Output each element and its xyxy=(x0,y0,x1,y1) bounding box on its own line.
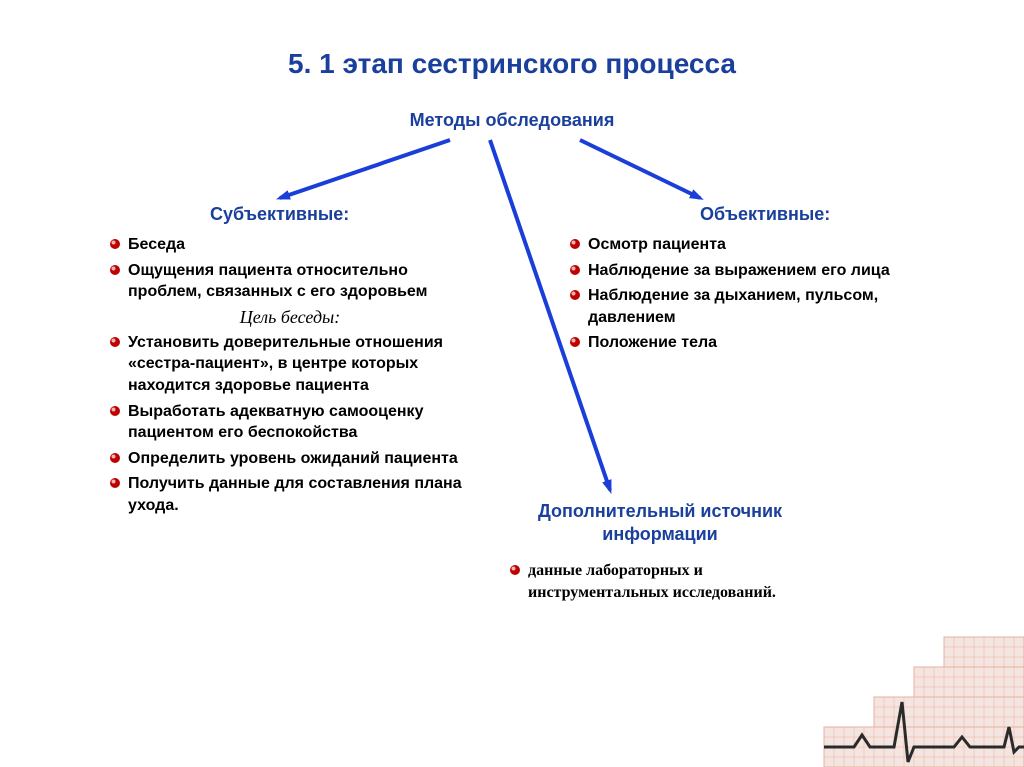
additional-item-row: данные лабораторных и инструментальных и… xyxy=(510,560,810,603)
subjective-goals: Установить доверительные отношения «сест… xyxy=(110,332,470,517)
subjective-item-text: Беседа xyxy=(128,234,470,256)
objective-item-text: Наблюдение за дыханием, пульсом, давлени… xyxy=(588,285,930,328)
bullet-icon xyxy=(110,453,120,463)
subjective-goal-row: Получить данные для составления плана ух… xyxy=(110,473,470,516)
bullet-icon xyxy=(570,265,580,275)
bullet-icon xyxy=(110,265,120,275)
bullet-icon xyxy=(110,478,120,488)
objective-item-row: Осмотр пациента xyxy=(570,234,930,256)
objective-items: Осмотр пациента Наблюдение за выражением … xyxy=(570,234,930,354)
additional-items: данные лабораторных и инструментальных и… xyxy=(510,560,810,603)
objective-item-row: Наблюдение за дыханием, пульсом, давлени… xyxy=(570,285,930,328)
bullet-icon xyxy=(570,239,580,249)
bullet-icon xyxy=(110,406,120,416)
subjective-item-row: Беседа xyxy=(110,234,470,256)
column-subjective: Беседа Ощущения пациента относительно про… xyxy=(110,234,470,521)
objective-item-text: Наблюдение за выражением его лица xyxy=(588,260,930,282)
subjective-goal-text: Получить данные для составления плана ух… xyxy=(128,473,470,516)
additional-item-text: данные лабораторных и инструментальных и… xyxy=(528,560,810,603)
bullet-icon xyxy=(510,565,520,575)
bullet-icon xyxy=(570,290,580,300)
bullet-icon xyxy=(110,337,120,347)
branch-label-objective: Объективные: xyxy=(700,204,830,225)
subjective-item-row: Ощущения пациента относительно проблем, … xyxy=(110,260,470,303)
subjective-goal-row: Выработать адекватную самооценку пациент… xyxy=(110,401,470,444)
objective-item-row: Наблюдение за выражением его лица xyxy=(570,260,930,282)
bullet-icon xyxy=(110,239,120,249)
subjective-item-text: Ощущения пациента относительно проблем, … xyxy=(128,260,470,303)
column-additional: данные лабораторных и инструментальных и… xyxy=(510,560,810,607)
ecg-decoration xyxy=(804,617,1024,767)
bullet-icon xyxy=(570,337,580,347)
root-node: Методы обследования xyxy=(0,110,1024,131)
subjective-items: Беседа Ощущения пациента относительно про… xyxy=(110,234,470,303)
branch-label-subjective: Субъективные: xyxy=(210,204,349,225)
objective-item-text: Осмотр пациента xyxy=(588,234,930,256)
subjective-goal-row: Установить доверительные отношения «сест… xyxy=(110,332,470,397)
subjective-goal-text: Определить уровень ожиданий пациента xyxy=(128,448,470,470)
objective-item-text: Положение тела xyxy=(588,332,930,354)
objective-item-row: Положение тела xyxy=(570,332,930,354)
column-objective: Осмотр пациента Наблюдение за выражением … xyxy=(570,234,930,358)
branch-label-additional: Дополнительный источник информации xyxy=(530,500,790,547)
subjective-goal-text: Установить доверительные отношения «сест… xyxy=(128,332,470,397)
subjective-goal-text: Выработать адекватную самооценку пациент… xyxy=(128,401,470,444)
subjective-goal-row: Определить уровень ожиданий пациента xyxy=(110,448,470,470)
goal-subheading: Цель беседы: xyxy=(110,307,470,328)
slide-title: 5. 1 этап сестринского процесса xyxy=(0,48,1024,80)
